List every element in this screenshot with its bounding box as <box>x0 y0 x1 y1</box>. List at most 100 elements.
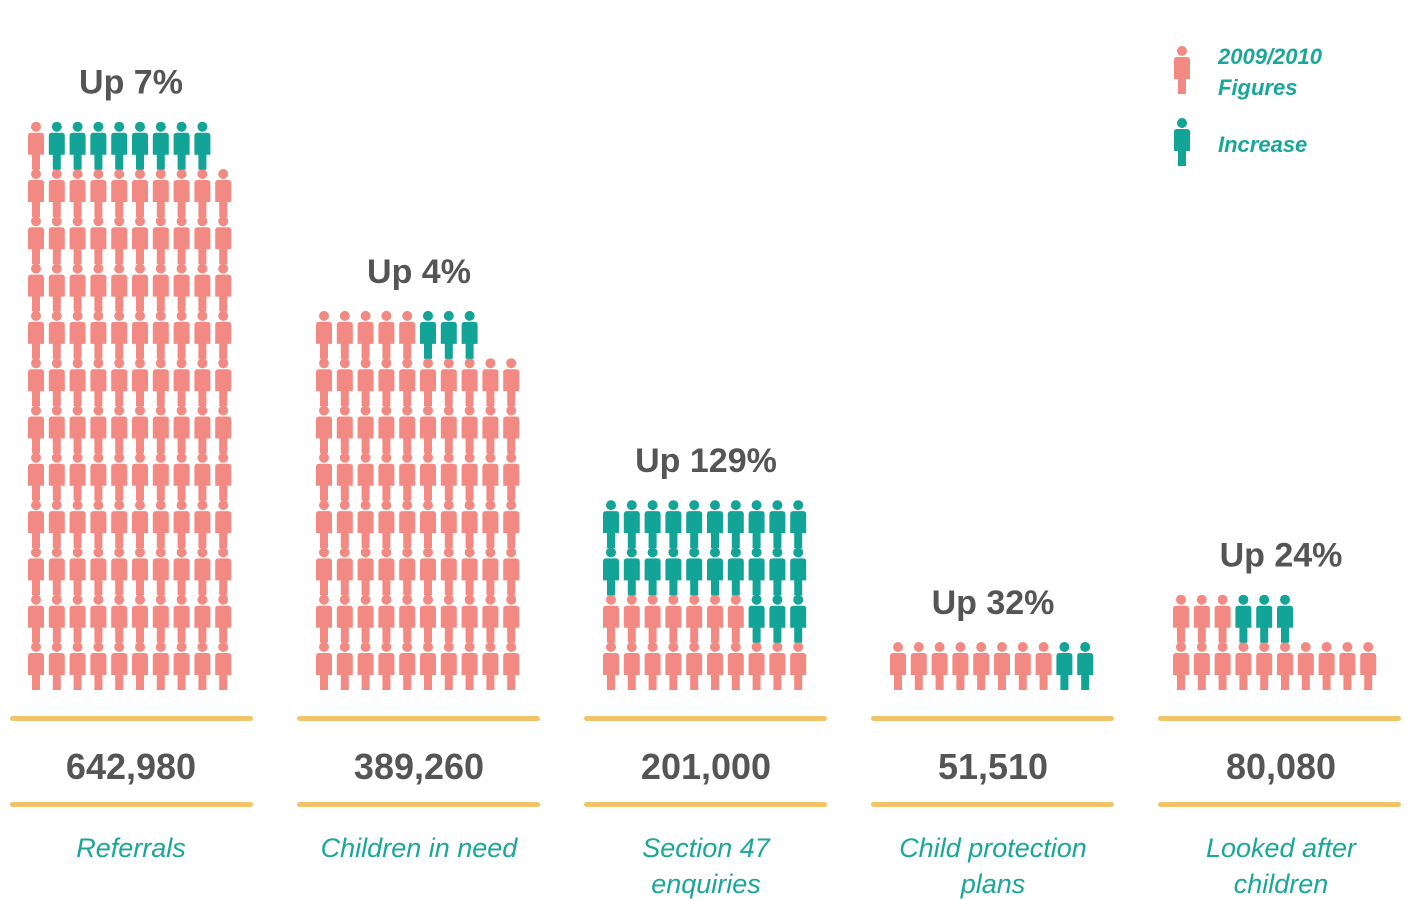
base-person-icon <box>1173 594 1189 643</box>
increase-person-icon <box>1256 594 1273 643</box>
base-person-icon <box>952 642 969 690</box>
base-person-icon <box>69 547 86 596</box>
base-person-icon <box>623 642 640 690</box>
base-person-icon <box>1035 642 1052 690</box>
base-person-icon <box>215 358 232 407</box>
increase-person-icon <box>727 547 744 596</box>
base-person-icon <box>194 263 211 312</box>
base-person-icon <box>90 216 107 265</box>
total-value: 80,080 <box>1226 746 1336 787</box>
change-label: Up 32% <box>932 584 1055 622</box>
base-person-icon <box>69 263 86 312</box>
base-person-icon <box>378 547 395 596</box>
increase-person-icon <box>173 121 190 170</box>
bottom-rule <box>1158 802 1401 807</box>
base-person-icon <box>28 594 44 643</box>
increase-person-icon <box>665 547 682 596</box>
increase-person-icon <box>603 500 619 549</box>
base-person-icon <box>111 310 128 359</box>
base-person-icon <box>215 216 232 265</box>
increase-person-icon <box>1235 594 1252 643</box>
base-person-icon <box>890 642 906 690</box>
base-person-icon <box>440 642 457 690</box>
base-person-icon <box>420 594 436 643</box>
base-person-icon <box>194 358 211 407</box>
base-person-icon <box>152 358 169 407</box>
increase-person-icon <box>748 594 765 643</box>
base-person-icon <box>132 547 148 596</box>
base-person-icon <box>399 547 416 596</box>
base-person-icon <box>69 216 86 265</box>
bottom-rule <box>584 802 827 807</box>
base-person-icon <box>378 500 395 549</box>
base-person-icon <box>173 547 190 596</box>
increase-person-icon <box>48 121 65 170</box>
increase-person-icon <box>707 500 723 549</box>
base-person-icon <box>399 405 416 454</box>
base-person-icon <box>707 642 723 690</box>
base-person-icon <box>111 500 128 549</box>
change-label: Up 129% <box>635 442 777 480</box>
base-person-icon <box>482 594 499 643</box>
base-person-icon <box>1173 642 1189 690</box>
base-person-icon <box>1214 594 1231 643</box>
increase-person-icon <box>623 500 640 549</box>
base-person-icon <box>644 642 661 690</box>
base-person-icon <box>132 594 148 643</box>
base-person-icon <box>90 358 107 407</box>
base-person-icon <box>910 642 927 690</box>
base-person-icon <box>461 594 478 643</box>
base-person-icon <box>48 216 65 265</box>
base-person-icon <box>215 169 232 217</box>
base-person-icon <box>69 358 86 407</box>
base-person-icon <box>194 594 211 643</box>
base-person-icon <box>336 547 353 596</box>
base-person-icon <box>727 594 744 643</box>
base-person-icon <box>378 594 395 643</box>
base-person-icon <box>48 358 65 407</box>
base-person-icon <box>215 594 232 643</box>
base-person-icon <box>215 452 232 501</box>
base-person-icon <box>173 169 190 217</box>
base-person-icon <box>28 310 44 359</box>
base-person-icon <box>28 642 44 690</box>
increase-person-icon <box>769 594 786 643</box>
increase-person-icon <box>665 500 682 549</box>
base-person-icon <box>132 216 148 265</box>
increase-person-icon <box>440 310 457 359</box>
total-value: 51,510 <box>938 746 1048 787</box>
base-person-icon <box>336 358 353 407</box>
base-person-icon <box>90 310 107 359</box>
category-label-line2: children <box>1234 869 1329 899</box>
increase-person-icon <box>111 121 128 170</box>
increase-person-icon <box>194 121 211 170</box>
base-person-icon <box>357 310 374 359</box>
base-person-icon <box>420 547 436 596</box>
base-person-icon <box>69 310 86 359</box>
increase-person-icon <box>769 500 786 549</box>
base-person-icon <box>440 405 457 454</box>
base-person-icon <box>111 452 128 501</box>
category-label-line1: Child protection <box>899 833 1087 863</box>
base-person-icon <box>194 642 211 690</box>
base-person-icon <box>461 452 478 501</box>
base-person-icon <box>48 500 65 549</box>
base-person-icon <box>48 405 65 454</box>
base-person-icon <box>111 358 128 407</box>
base-person-icon <box>503 642 520 690</box>
base-person-icon <box>399 642 416 690</box>
base-person-icon <box>28 405 44 454</box>
legend-increase-label: Increase <box>1218 132 1307 157</box>
base-person-icon <box>973 642 990 690</box>
base-person-icon <box>215 547 232 596</box>
bottom-rule <box>10 802 253 807</box>
base-person-icon <box>69 452 86 501</box>
base-person-icon <box>132 310 148 359</box>
base-person-icon <box>336 594 353 643</box>
base-person-icon <box>503 594 520 643</box>
base-person-icon <box>316 547 332 596</box>
base-person-icon <box>378 642 395 690</box>
base-person-icon <box>420 642 436 690</box>
increase-person-icon <box>769 547 786 596</box>
